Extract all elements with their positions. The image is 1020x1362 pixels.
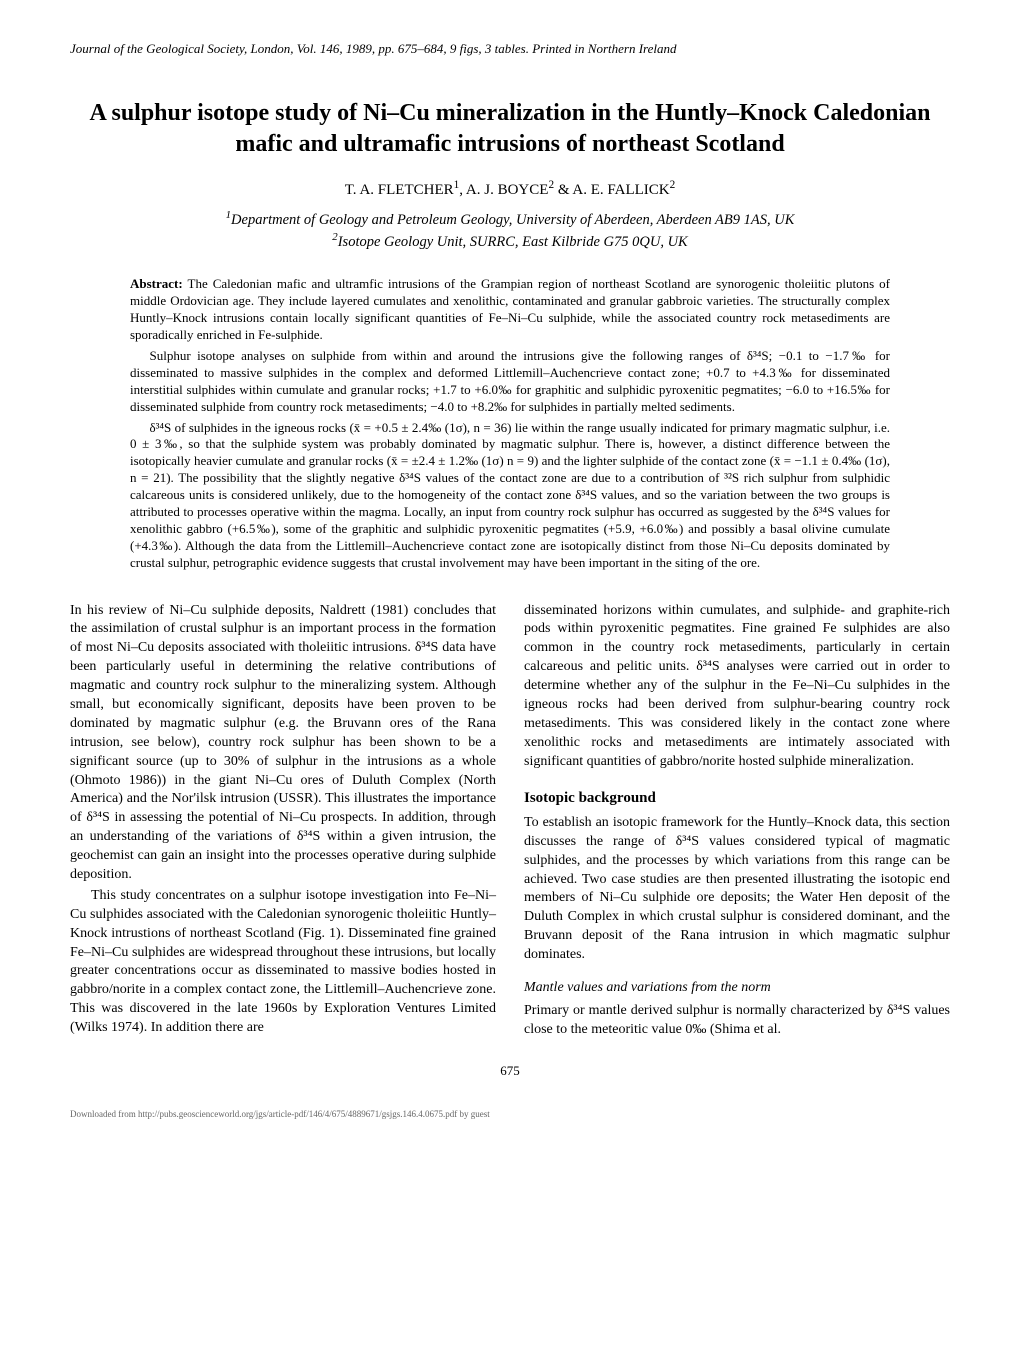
body-paragraph: disseminated horizons within cumulates, … xyxy=(524,602,950,772)
authors: T. A. FLETCHER1, A. J. BOYCE2 & A. E. FA… xyxy=(70,178,950,200)
abstract-paragraph: Sulphur isotope analyses on sulphide fro… xyxy=(130,348,890,416)
left-column: In his review of Ni–Cu sulphide deposits… xyxy=(70,602,496,1042)
body-columns: In his review of Ni–Cu sulphide deposits… xyxy=(70,602,950,1042)
abstract-label: Abstract: xyxy=(130,276,183,291)
abstract-paragraph: δ³⁴S of sulphides in the igneous rocks (… xyxy=(130,420,890,572)
download-note: Downloaded from http://pubs.geosciencewo… xyxy=(70,1109,950,1120)
abstract-paragraph: The Caledonian mafic and ultramfic intru… xyxy=(130,276,890,342)
paper-title: A sulphur isotope study of Ni–Cu mineral… xyxy=(70,98,950,160)
body-paragraph: Primary or mantle derived sulphur is nor… xyxy=(524,1002,950,1040)
body-paragraph: To establish an isotopic framework for t… xyxy=(524,814,950,965)
abstract: Abstract: The Caledonian mafic and ultra… xyxy=(130,276,890,571)
affiliations: 1Department of Geology and Petroleum Geo… xyxy=(70,208,950,252)
section-heading: Isotopic background xyxy=(524,788,950,808)
journal-header: Journal of the Geological Society, Londo… xyxy=(70,40,950,58)
page-number: 675 xyxy=(70,1062,950,1080)
body-paragraph: In his review of Ni–Cu sulphide deposits… xyxy=(70,602,496,885)
right-column: disseminated horizons within cumulates, … xyxy=(524,602,950,1042)
subsection-heading: Mantle values and variations from the no… xyxy=(524,979,950,998)
body-paragraph: This study concentrates on a sulphur iso… xyxy=(70,887,496,1038)
